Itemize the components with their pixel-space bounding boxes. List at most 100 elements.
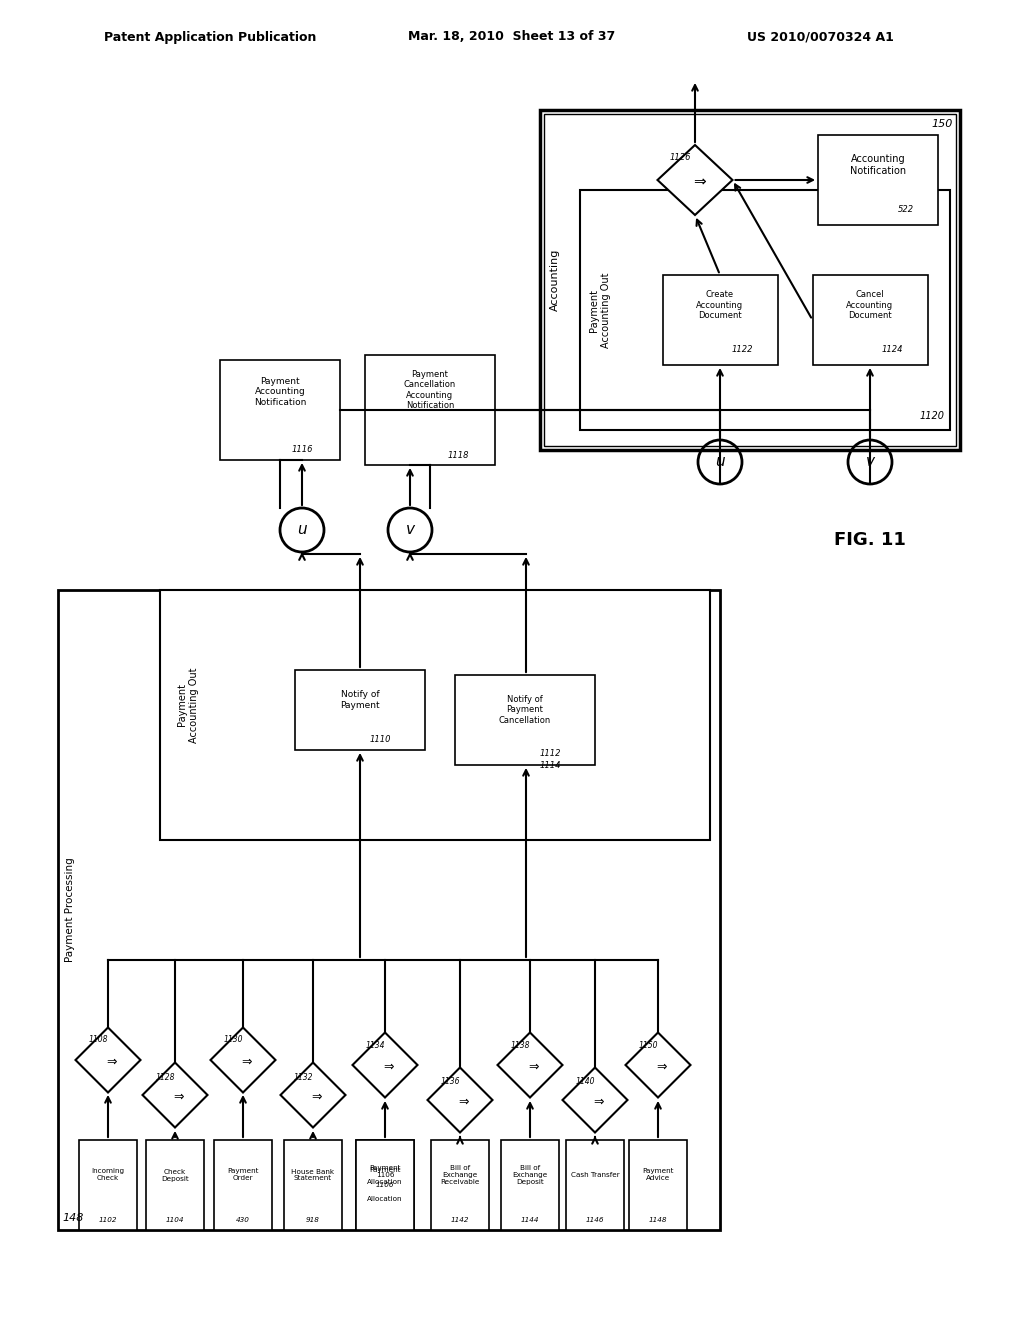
Text: Patent Application Publication: Patent Application Publication	[103, 30, 316, 44]
Text: 1116: 1116	[291, 446, 312, 454]
Bar	[146, 1140, 204, 1230]
Text: 1130: 1130	[223, 1035, 243, 1044]
Text: 1122: 1122	[731, 346, 753, 355]
Text: Payment
Order: Payment Order	[227, 1168, 259, 1181]
Polygon shape	[211, 1027, 275, 1093]
Text: 150: 150	[931, 119, 952, 129]
Text: Bill of
Exchange
Deposit: Bill of Exchange Deposit	[512, 1166, 548, 1185]
Text: Notify of
Payment
Cancellation: Notify of Payment Cancellation	[499, 696, 551, 725]
Text: 1112: 1112	[540, 748, 561, 758]
Text: ⇒: ⇒	[242, 1056, 252, 1068]
Text: Cash Transfer: Cash Transfer	[570, 1172, 620, 1177]
Text: FIG. 11: FIG. 11	[835, 531, 906, 549]
Polygon shape	[142, 1063, 208, 1127]
Text: 918: 918	[306, 1217, 319, 1224]
Text: 1140: 1140	[575, 1077, 595, 1086]
Text: Payment
Advice: Payment Advice	[642, 1168, 674, 1181]
Bar	[214, 1140, 272, 1230]
Bar	[356, 1140, 414, 1230]
Bar	[580, 190, 950, 430]
Polygon shape	[76, 1027, 140, 1093]
Bar	[79, 1140, 137, 1230]
Text: 1134: 1134	[366, 1040, 385, 1049]
Text: Payment
1106
Allocation: Payment 1106 Allocation	[368, 1166, 402, 1185]
Text: ⇒: ⇒	[106, 1056, 118, 1068]
Bar	[284, 1140, 342, 1230]
Text: ⇒: ⇒	[311, 1090, 323, 1104]
Bar	[295, 671, 425, 750]
Text: Payment: Payment	[370, 1167, 400, 1173]
Polygon shape	[562, 1068, 628, 1133]
Text: 1128: 1128	[156, 1072, 175, 1081]
Text: ⇒: ⇒	[384, 1060, 394, 1073]
Bar	[220, 360, 340, 459]
Bar	[160, 590, 710, 840]
Text: 1110: 1110	[370, 735, 391, 744]
Text: Payment
Cancellation
Accounting
Notification: Payment Cancellation Accounting Notifica…	[403, 370, 456, 411]
Text: 1120: 1120	[920, 411, 944, 421]
Text: v: v	[865, 454, 874, 470]
Text: 1150: 1150	[638, 1040, 657, 1049]
Text: 1144: 1144	[521, 1217, 540, 1224]
Bar	[540, 110, 961, 450]
Bar	[356, 1140, 414, 1230]
Text: ⇒: ⇒	[459, 1096, 469, 1109]
Text: 430: 430	[237, 1217, 250, 1224]
Bar	[455, 675, 595, 766]
Bar	[812, 275, 928, 366]
Text: Payment
Accounting Out: Payment Accounting Out	[177, 667, 199, 743]
Polygon shape	[352, 1032, 418, 1097]
Text: Notify of
Payment: Notify of Payment	[340, 690, 380, 710]
Text: 1142: 1142	[451, 1217, 469, 1224]
Text: Payment
Accounting
Notification: Payment Accounting Notification	[254, 378, 306, 407]
Text: Allocation: Allocation	[368, 1196, 402, 1203]
Text: House Bank
Statement: House Bank Statement	[292, 1168, 335, 1181]
Bar	[818, 135, 938, 224]
Text: 1138: 1138	[510, 1040, 529, 1049]
Polygon shape	[657, 145, 732, 215]
Text: 1114: 1114	[540, 760, 561, 770]
Bar	[501, 1140, 559, 1230]
Bar	[365, 355, 495, 465]
Text: 1126: 1126	[670, 153, 691, 161]
Bar	[566, 1140, 624, 1230]
Bar	[431, 1140, 489, 1230]
Text: Cancel
Accounting
Document: Cancel Accounting Document	[847, 290, 894, 319]
Text: ⇒: ⇒	[174, 1090, 184, 1104]
Text: Mar. 18, 2010  Sheet 13 of 37: Mar. 18, 2010 Sheet 13 of 37	[409, 30, 615, 44]
Polygon shape	[281, 1063, 345, 1127]
Text: Check
Deposit: Check Deposit	[161, 1168, 188, 1181]
Text: 1108: 1108	[88, 1035, 108, 1044]
Text: 148: 148	[62, 1213, 84, 1224]
Text: 1132: 1132	[293, 1072, 312, 1081]
Text: 522: 522	[898, 206, 914, 214]
Text: 1102: 1102	[98, 1217, 118, 1224]
Text: Create
Accounting
Document: Create Accounting Document	[696, 290, 743, 319]
Text: 1118: 1118	[447, 450, 469, 459]
Text: 1146: 1146	[586, 1217, 604, 1224]
Polygon shape	[626, 1032, 690, 1097]
Text: ⇒: ⇒	[528, 1060, 540, 1073]
Bar	[663, 275, 777, 366]
Text: US 2010/0070324 A1: US 2010/0070324 A1	[746, 30, 893, 44]
Text: ⇒: ⇒	[656, 1060, 668, 1073]
Text: ⇒: ⇒	[594, 1096, 604, 1109]
Text: 1104: 1104	[166, 1217, 184, 1224]
Polygon shape	[427, 1068, 493, 1133]
Text: 1106: 1106	[376, 1181, 394, 1188]
Text: Accounting
Notification: Accounting Notification	[850, 154, 906, 176]
Text: u: u	[297, 523, 307, 537]
Text: 1148: 1148	[649, 1217, 668, 1224]
Bar	[544, 114, 956, 446]
Text: Bill of
Exchange
Receivable: Bill of Exchange Receivable	[440, 1166, 479, 1185]
Text: Payment
Accounting Out: Payment Accounting Out	[589, 272, 610, 347]
Polygon shape	[498, 1032, 562, 1097]
Text: 1124: 1124	[882, 346, 903, 355]
Text: 1136: 1136	[440, 1077, 460, 1086]
Text: v: v	[406, 523, 415, 537]
Bar	[629, 1140, 687, 1230]
Bar	[58, 590, 720, 1230]
Text: Payment Processing: Payment Processing	[65, 858, 75, 962]
Text: Accounting: Accounting	[550, 248, 560, 312]
Text: ⇒: ⇒	[693, 174, 707, 190]
